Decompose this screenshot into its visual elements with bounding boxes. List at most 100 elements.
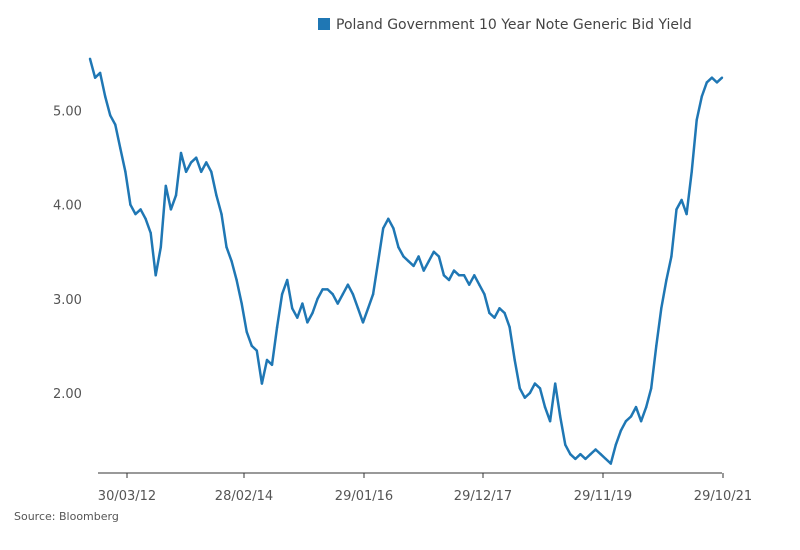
data-point [559, 415, 562, 418]
data-point [164, 184, 167, 188]
data-point [205, 161, 208, 164]
data-point [432, 250, 435, 253]
data-point [316, 297, 319, 301]
data-point [478, 283, 481, 286]
source-note: Source: Bloomberg [14, 510, 119, 523]
data-point [387, 217, 390, 220]
data-point [685, 212, 688, 216]
data-point [680, 198, 683, 202]
data-point [104, 95, 107, 98]
data-point [579, 453, 582, 456]
data-point [402, 255, 405, 258]
data-point [447, 278, 451, 282]
data-point [250, 344, 253, 348]
data-point [574, 457, 577, 461]
x-tick-label: 30/03/12 [98, 489, 156, 504]
data-point [513, 358, 516, 362]
data-point [98, 71, 102, 75]
data-point [650, 387, 653, 390]
data-point [427, 260, 430, 263]
data-point [675, 208, 678, 211]
x-axis-ticks: 30/03/12 28/02/14 29/01/16 29/12/17 29/11/19… [98, 473, 752, 504]
data-point [629, 415, 633, 418]
data-point [503, 311, 506, 315]
data-point [200, 170, 203, 173]
legend: Poland Government 10 Year Note Generic B… [318, 17, 692, 33]
data-point [554, 382, 557, 385]
data-point [179, 151, 183, 155]
data-point [149, 231, 152, 235]
data-point [564, 443, 567, 446]
data-point [88, 57, 92, 60]
data-point [437, 255, 441, 258]
data-point [280, 293, 284, 296]
data-point [265, 358, 269, 362]
data-point [114, 123, 117, 126]
data-point [619, 429, 623, 432]
data-point [169, 208, 173, 211]
data-point [109, 114, 112, 117]
data-point [639, 420, 643, 423]
data-point [407, 260, 410, 263]
data-point [483, 293, 486, 296]
data-point [371, 293, 375, 296]
data-point [260, 382, 264, 385]
data-point [594, 448, 597, 451]
data-point [351, 293, 355, 296]
data-point [715, 81, 719, 84]
data-point [230, 260, 233, 263]
data-point [473, 274, 476, 277]
data-point [377, 260, 380, 263]
data-point [710, 76, 714, 79]
data-point [195, 156, 198, 159]
data-point [569, 453, 572, 456]
data-point [589, 453, 592, 456]
data-point [225, 245, 228, 249]
data-point [270, 363, 274, 366]
data-point [670, 255, 673, 258]
data-point [392, 227, 395, 230]
data-point [366, 307, 370, 310]
data-point [311, 311, 314, 315]
data-point [134, 212, 137, 216]
data-point [184, 170, 188, 173]
data-point [93, 76, 97, 79]
data-point [523, 396, 526, 399]
data-point [286, 278, 289, 282]
data-point [442, 274, 446, 277]
data-point [508, 325, 511, 329]
data-point [361, 321, 365, 324]
data-point [326, 288, 329, 291]
data-point [599, 453, 602, 456]
data-point [189, 161, 193, 164]
data-point [468, 283, 471, 286]
data-point [690, 170, 693, 173]
data-point [660, 307, 663, 310]
data-point [306, 321, 309, 324]
data-point [533, 382, 537, 385]
data-point [462, 274, 466, 277]
data-point [397, 245, 400, 249]
data-point [705, 81, 708, 84]
data-point [624, 420, 628, 423]
y-axis-ticks: 2.00 3.00 4.00 5.00 [53, 105, 82, 402]
data-point [144, 217, 147, 220]
legend-label: Poland Government 10 Year Note Generic B… [336, 17, 692, 33]
data-point [720, 76, 724, 79]
data-point [584, 457, 587, 461]
data-point [129, 203, 132, 206]
data-point [457, 274, 461, 277]
data-point [538, 387, 542, 390]
data-point [346, 283, 350, 286]
y-tick-label: 2.00 [53, 387, 82, 402]
data-point [240, 302, 243, 305]
data-point [119, 147, 122, 150]
data-point [634, 405, 638, 409]
data-point [700, 95, 703, 98]
data-point [655, 344, 658, 348]
data-point [356, 307, 360, 310]
data-point [609, 462, 612, 465]
data-point [543, 405, 547, 409]
data-point [645, 405, 648, 409]
